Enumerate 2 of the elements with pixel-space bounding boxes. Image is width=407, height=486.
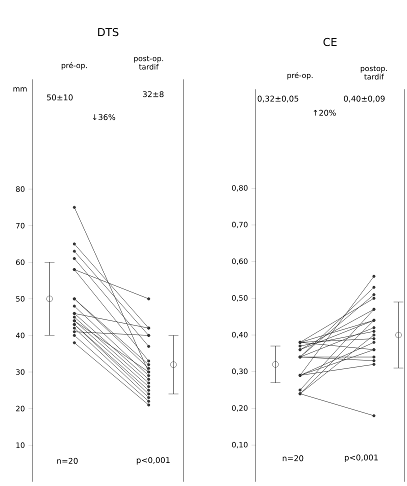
chart-title: DTS [98, 28, 118, 36]
chart-title: CE [323, 38, 336, 46]
